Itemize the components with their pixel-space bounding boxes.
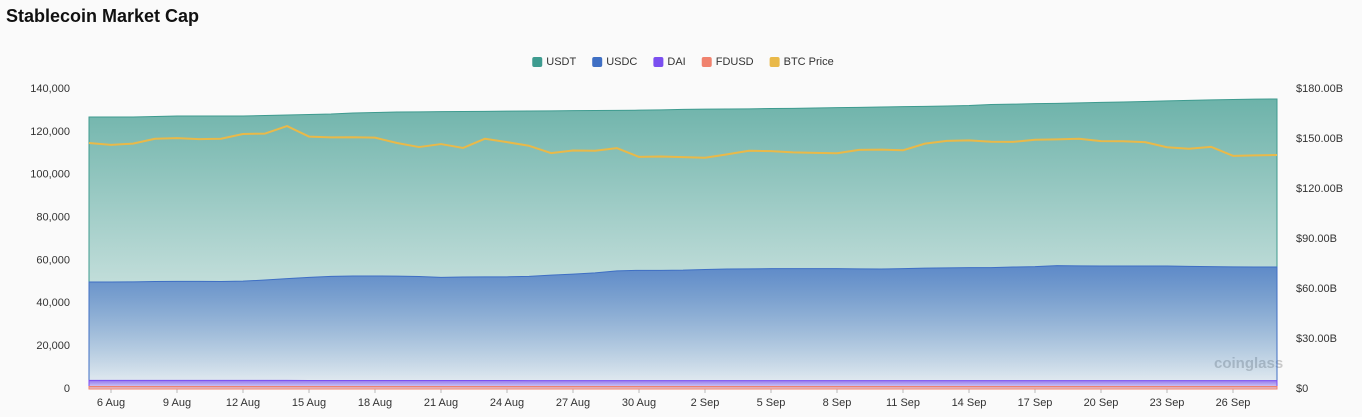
legend: USDT USDC DAI FDUSD BTC Price (532, 56, 834, 68)
x-tick-label: 6 Aug (97, 397, 125, 409)
y-tick-label: 100,000 (30, 169, 70, 181)
legend-label: DAI (667, 56, 685, 68)
legend-item[interactable]: USDC (592, 56, 637, 68)
x-tick-label: 18 Aug (358, 397, 392, 409)
legend-swatch (653, 57, 664, 67)
x-tick-label: 20 Sep (1084, 397, 1119, 409)
x-tick-label: 11 Sep (886, 397, 920, 409)
y-tick-label: 0 (64, 383, 70, 395)
y2-tick-label: $0 (1296, 383, 1308, 395)
y-tick-label: 80,000 (36, 211, 70, 223)
y-tick-label: 40,000 (36, 297, 70, 309)
x-tick-label: 30 Aug (622, 397, 656, 409)
x-tick-label: 15 Aug (292, 397, 326, 409)
x-tick-label: 9 Aug (163, 397, 191, 409)
x-tick-label: 12 Aug (226, 397, 260, 409)
legend-label: USDC (606, 56, 637, 68)
legend-swatch (592, 57, 603, 67)
x-tick-label: 2 Sep (691, 397, 720, 409)
y2-tick-label: $30.00B (1296, 333, 1337, 345)
y2-tick-label: $90.00B (1296, 233, 1337, 245)
y-tick-label: 20,000 (36, 340, 70, 352)
x-tick-label: 27 Aug (556, 397, 590, 409)
legend-item[interactable]: FDUSD (701, 56, 754, 68)
y-tick-label: 140,000 (30, 83, 70, 95)
legend-label: USDT (546, 56, 576, 68)
x-tick-label: 14 Sep (952, 397, 987, 409)
x-tick-label: 17 Sep (1018, 397, 1053, 409)
legend-swatch (532, 57, 543, 67)
x-tick-label: 26 Sep (1216, 397, 1251, 409)
x-tick-label: 21 Aug (424, 397, 458, 409)
x-tick-label: 23 Sep (1150, 397, 1185, 409)
y-tick-label: 60,000 (36, 254, 70, 266)
y2-tick-label: $120.00B (1296, 183, 1343, 195)
legend-swatch (769, 57, 780, 67)
legend-label: BTC Price (784, 56, 834, 68)
x-tick-label: 24 Aug (490, 397, 524, 409)
line (88, 125, 1278, 159)
legend-label: FDUSD (716, 56, 754, 68)
legend-swatch (701, 57, 712, 67)
chart-title: Stablecoin Market Cap (6, 6, 199, 26)
area (88, 265, 1278, 390)
legend-item[interactable]: DAI (653, 56, 686, 68)
legend-item[interactable]: USDT (532, 56, 576, 68)
y2-tick-label: $180.00B (1296, 83, 1343, 95)
y-tick-label: 120,000 (30, 126, 70, 138)
x-tick-label: 5 Sep (757, 397, 786, 409)
y2-tick-label: $150.00B (1296, 133, 1343, 145)
y2-tick-label: $60.00B (1296, 283, 1337, 295)
area (88, 386, 1278, 390)
x-tick-label: 8 Sep (823, 397, 852, 409)
legend-item[interactable]: BTC Price (769, 56, 834, 68)
